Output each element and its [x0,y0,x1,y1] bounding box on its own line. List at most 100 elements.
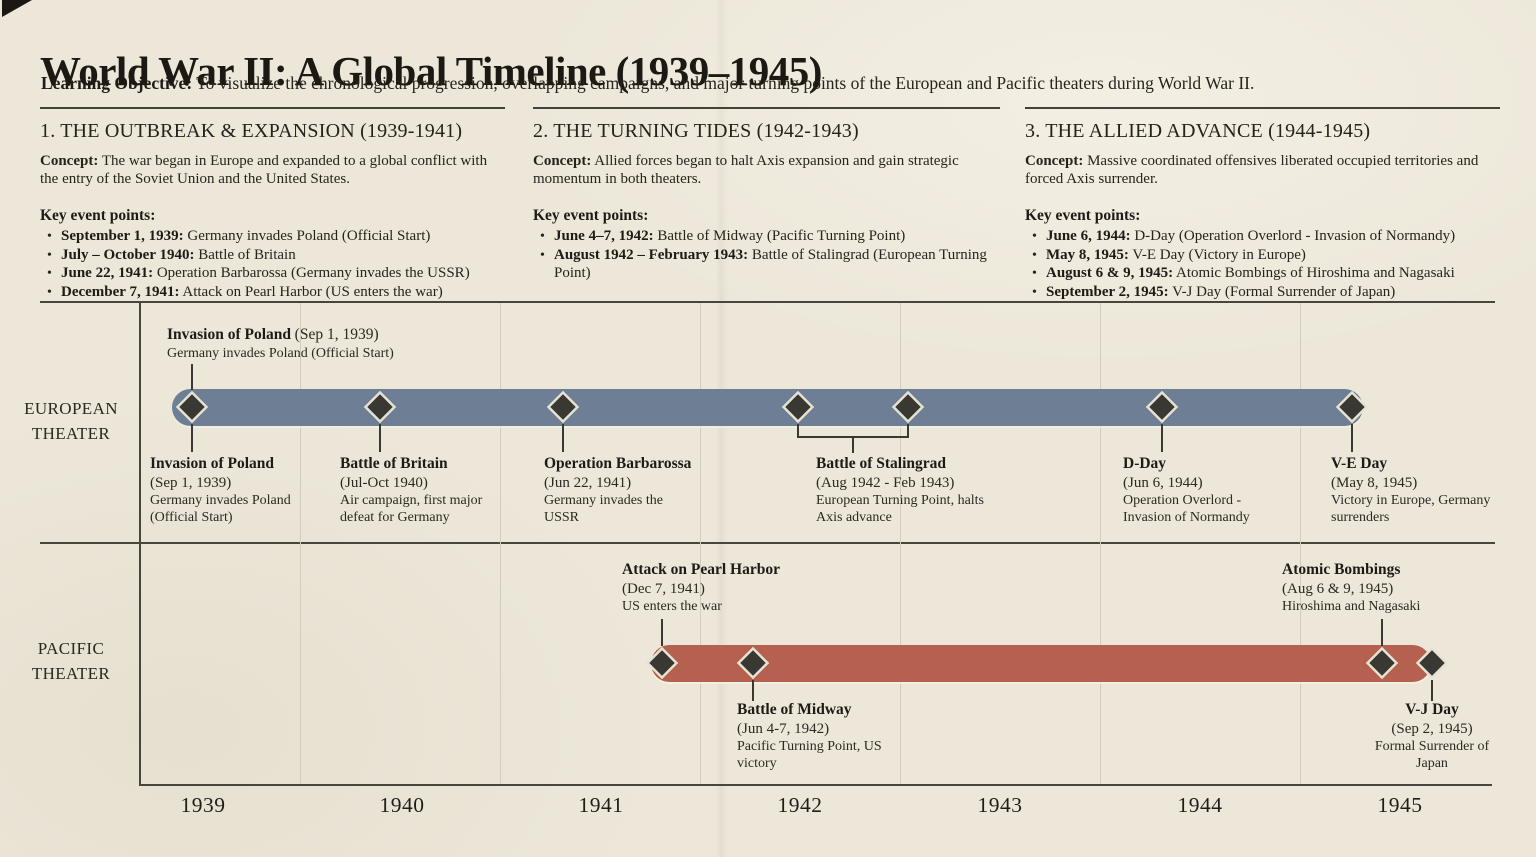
event-title: Invasion of Poland [167,326,292,343]
event-connector [1431,680,1433,701]
year-gridline [300,303,301,784]
event-connector [379,424,381,452]
section-allied-advance: 3. THE ALLIED ADVANCE (1944-1945) Concep… [1025,107,1500,301]
key-point-date: August 1942 – February 1943: [554,246,749,263]
event-description: Operation Overlord - Invasion of Normand… [1123,493,1250,526]
year-gridline [500,303,501,784]
event-connector-bracket-left [797,424,799,438]
key-points-label: Key event points: [533,207,649,224]
year-gridline [700,303,701,784]
key-point-item: August 1942 – February 1943: Battle of S… [533,246,1000,283]
learning-objective-text: To visualize the chronological progressi… [196,73,1255,93]
year-gridline [900,303,901,784]
concept-body: Massive coordinated offensives liberated… [1025,153,1479,187]
key-points-label: Key event points: [1025,207,1141,224]
key-point-item: September 2, 1945: V-J Day (Formal Surre… [1025,283,1500,302]
key-point-text: Germany invades Poland (Official Start) [187,228,431,244]
event-description: Germany invades Poland (Official Start) [167,345,394,361]
year-label: 1940 [379,793,425,817]
page-title: World War II: A Global Timeline (1939–19… [40,48,822,95]
event-label-battle-of-midway: Battle of Midway (Jun 4-7, 1942) Pacific… [737,701,892,772]
event-connector [562,424,564,452]
event-date: (Sep 1, 1939) [294,326,379,343]
key-point-date: June 22, 1941: [61,265,154,282]
key-point-item: September 1, 1939: Germany invades Polan… [40,227,505,246]
event-description: Air campaign, first major defeat for Ger… [340,493,483,526]
corner-mark [2,0,32,17]
learning-objective-label: Learning Objective: [41,73,193,93]
concept-label: Concept: [533,153,592,169]
event-date: (Sep 2, 1945) [1391,720,1473,737]
key-point-date: May 8, 1945: [1046,246,1129,263]
event-connector [1381,619,1383,646]
section-turning-tides: 2. THE TURNING TIDES (1942-1943) Concept… [533,107,1000,283]
event-title: Battle of Britain [340,455,448,472]
event-label-invasion-of-poland: Invasion of Poland (Sep 1, 1939) Germany… [150,455,298,526]
key-points-list: September 1, 1939: Germany invades Polan… [40,227,505,301]
year-gridline [1300,303,1301,784]
year-axis-line [140,784,1492,786]
concept-text: Concept: Massive coordinated offensives … [1025,152,1500,188]
pacific-theater-label: PACIFIC THEATER [31,639,111,683]
event-label-invasion-of-poland-top: Invasion of Poland (Sep 1, 1939) Germany… [167,326,394,362]
event-date: (Dec 7, 1941) [622,580,705,597]
event-description: Formal Surrender of Japan [1374,739,1490,772]
event-connector [661,619,663,646]
year-label: 1944 [1177,793,1223,817]
key-point-text: Atomic Bombings of Hiroshima and Nagasak… [1176,265,1455,282]
key-point-date: December 7, 1941: [61,283,180,300]
event-description: European Turning Point, halts Axis advan… [816,493,985,526]
key-point-item: December 7, 1941: Attack on Pearl Harbor… [40,283,505,302]
event-date: (Jun 6, 1944) [1123,474,1203,491]
european-theater-bar [172,389,1363,426]
event-title: Atomic Bombings [1282,561,1401,578]
event-title: V-E Day [1331,455,1388,472]
event-title: V-J Day [1405,701,1459,718]
year-gridline [1100,303,1101,784]
section-outbreak-expansion: 1. THE OUTBREAK & EXPANSION (1939-1941) … [40,107,505,301]
event-title: Operation Barbarossa [544,455,692,472]
event-title: Battle of Midway [737,701,852,718]
concept-label: Concept: [40,153,99,169]
event-connector [191,364,193,390]
event-label-pearl-harbor: Attack on Pearl Harbor (Dec 7, 1941) US … [622,561,780,615]
key-point-text: Attack on Pearl Harbor (US enters the wa… [182,283,443,300]
key-point-text: D-Day (Operation Overlord - Invasion of … [1134,228,1456,244]
concept-body: The war began in Europe and expanded to … [40,153,488,187]
event-title: Attack on Pearl Harbor [622,561,780,578]
key-point-date: August 6 & 9, 1945: [1046,265,1174,282]
event-connector [752,680,754,701]
event-label-ve-day: V-E Day (May 8, 1945) Victory in Europe,… [1331,455,1491,526]
event-date: (Jun 22, 1941) [544,474,632,491]
concept-body: Allied forces began to halt Axis expansi… [533,153,959,187]
event-date: (Aug 1942 - Feb 1943) [816,474,955,491]
year-label: 1943 [977,793,1023,817]
year-label: 1945 [1377,793,1423,817]
chart-top-border [40,301,1495,303]
event-date: (Aug 6 & 9, 1945) [1282,580,1394,597]
event-connector [191,424,193,452]
key-point-text: Battle of Stalingrad (European Turning P… [554,246,987,282]
key-point-date: July – October 1940: [61,246,195,263]
year-label: 1941 [578,793,624,817]
key-point-text: V-J Day (Formal Surrender of Japan) [1172,283,1396,300]
european-theater-label: EUROPEAN THEATER [24,399,118,443]
event-connector-bracket-stem [852,436,854,453]
event-label-operation-barbarossa: Operation Barbarossa (Jun 22, 1941) Germ… [544,455,696,526]
event-date: (Jun 4-7, 1942) [737,720,830,737]
key-points-list: June 4–7, 1942: Battle of Midway (Pacifi… [533,227,1000,283]
event-date: (May 8, 1945) [1331,474,1418,491]
section-heading: 3. THE ALLIED ADVANCE (1944-1945) [1025,120,1371,142]
key-point-item: May 8, 1945: V-E Day (Victory in Europe) [1025,246,1500,265]
theater-row-divider [40,542,1495,544]
concept-text: Concept: The war began in Europe and exp… [40,152,505,188]
key-point-text: Battle of Britain [198,246,296,263]
event-title: D-Day [1123,455,1167,472]
event-label-vj-day: V-J Day (Sep 2, 1945) Formal Surrender o… [1362,701,1502,772]
theater-label-divider [139,301,141,786]
pacific-theater-bar [651,645,1431,682]
event-description: Hiroshima and Nagasaki [1282,599,1421,615]
year-label: 1939 [180,793,226,817]
section-heading: 1. THE OUTBREAK & EXPANSION (1939-1941) [40,120,463,142]
